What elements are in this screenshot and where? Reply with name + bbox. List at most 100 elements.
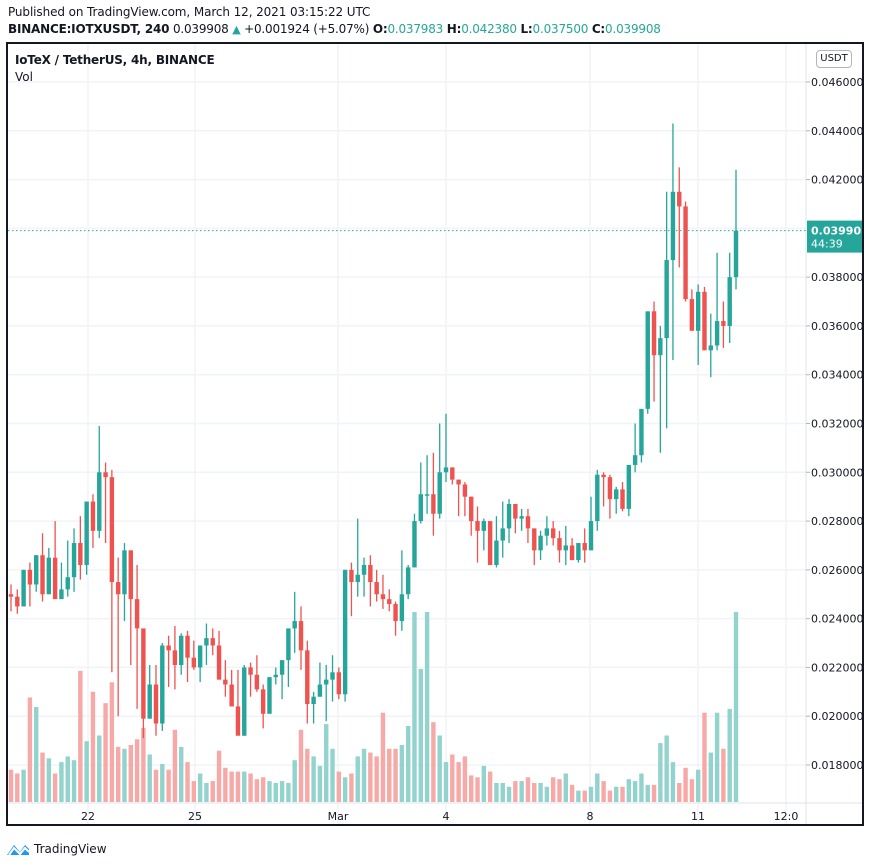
- price-tick-label: 0.044000: [811, 125, 864, 138]
- volume-bar: [626, 779, 632, 802]
- open-value: 0.037983: [387, 22, 444, 36]
- volume-bar: [639, 773, 644, 802]
- volume-bar: [141, 727, 146, 802]
- candle-body: [727, 277, 732, 326]
- candle-body: [418, 494, 423, 522]
- volume-bar: [412, 612, 417, 802]
- volume-bar: [456, 762, 461, 802]
- candle-body: [134, 599, 140, 629]
- volume-bar: [286, 783, 291, 802]
- candle-body: [412, 521, 417, 568]
- volume-bar: [90, 691, 96, 802]
- volume-bar: [588, 786, 594, 802]
- volume-bar: [235, 771, 241, 802]
- time-tick-label: 12:0: [774, 810, 799, 823]
- volume-bar: [254, 779, 260, 802]
- volume-bar: [59, 762, 64, 802]
- candle-body: [128, 550, 133, 600]
- candle-body: [424, 494, 430, 496]
- candle-body: [229, 684, 234, 707]
- volume-bar: [311, 756, 316, 802]
- volume-bar: [21, 769, 26, 802]
- candle-body: [607, 477, 613, 500]
- volume-bar: [500, 783, 505, 802]
- volume-bar: [27, 697, 33, 802]
- price-tick-label: 0.020000: [811, 710, 864, 723]
- candle-body: [557, 538, 562, 551]
- candle-body: [702, 291, 707, 351]
- candle-body: [8, 594, 14, 597]
- open-label: O:: [372, 22, 388, 36]
- volume-bar: [601, 781, 606, 802]
- candle-body: [538, 535, 543, 551]
- candle-body: [588, 521, 594, 551]
- candle-body: [658, 338, 663, 356]
- candle-body: [683, 206, 688, 300]
- candle-body: [399, 594, 405, 622]
- volume-bar: [557, 779, 562, 802]
- price-tick-label: 0.030000: [811, 466, 864, 479]
- candle-body: [204, 638, 209, 646]
- volume-bar: [134, 739, 140, 802]
- candle-body: [563, 545, 568, 551]
- volume-bar: [733, 612, 739, 802]
- volume-bar: [71, 760, 77, 802]
- currency-button[interactable]: USDT: [816, 50, 852, 68]
- candle-body: [437, 472, 442, 514]
- price-tick-label: 0.036000: [811, 320, 864, 333]
- candle-body: [708, 345, 713, 351]
- candle-body: [664, 260, 669, 339]
- candle-body: [27, 569, 33, 585]
- volume-bar: [248, 773, 253, 802]
- candle-body: [254, 674, 260, 690]
- candle-body: [46, 557, 52, 595]
- volume-bar: [342, 777, 348, 802]
- volume-bar: [481, 765, 487, 802]
- volume-bar: [469, 775, 474, 802]
- candle-body: [645, 311, 650, 409]
- candle-body: [525, 516, 531, 529]
- volume-bar: [550, 777, 556, 802]
- candle-body: [620, 489, 625, 509]
- price-tick-label: 0.026000: [811, 564, 864, 577]
- volume-bar: [15, 773, 20, 802]
- candle-body: [324, 679, 329, 685]
- candle-body: [122, 550, 127, 595]
- candle-body: [166, 645, 171, 651]
- volume-bar: [160, 764, 165, 802]
- candle-body: [223, 679, 228, 685]
- volume-bar: [695, 769, 701, 802]
- candle-body: [349, 569, 354, 583]
- volume-bar: [519, 781, 524, 802]
- volume-bar: [437, 735, 442, 802]
- volume-bar: [614, 786, 619, 802]
- volume-bar: [708, 752, 713, 802]
- candle-body: [185, 635, 190, 658]
- volume-bar: [305, 748, 310, 802]
- candle-body: [65, 577, 70, 590]
- volume-bar: [727, 708, 732, 802]
- volume-bar: [374, 756, 379, 802]
- volume-bar: [462, 756, 468, 802]
- volume-bar: [399, 745, 405, 802]
- candle-body: [639, 408, 644, 456]
- candle-body: [626, 464, 632, 509]
- candle-body: [147, 684, 152, 719]
- candle-body: [279, 660, 285, 675]
- volume-bar: [506, 786, 512, 802]
- candle-body: [450, 467, 455, 480]
- volume-bar: [115, 746, 121, 802]
- candle-body: [393, 604, 398, 622]
- candle-body: [677, 191, 682, 207]
- candle-body: [15, 596, 20, 607]
- volume-bar: [380, 712, 386, 802]
- volume-bar: [651, 784, 657, 802]
- volume-bar: [349, 773, 354, 802]
- candle-body: [443, 467, 449, 473]
- candle-body: [40, 555, 45, 595]
- volume-bar: [393, 748, 398, 802]
- candle-body: [487, 521, 493, 565]
- volume-bar: [368, 752, 373, 802]
- chart-frame: [6, 42, 864, 826]
